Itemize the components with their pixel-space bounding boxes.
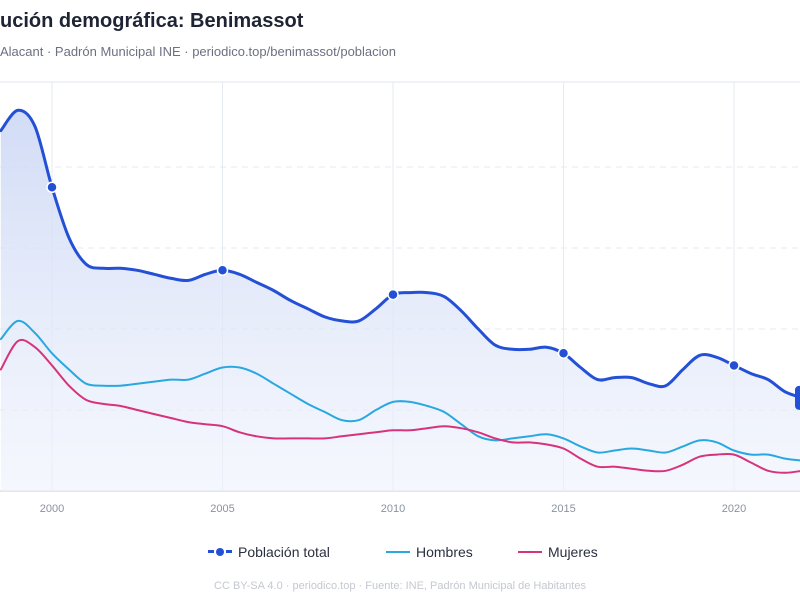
legend-swatch-mujeres xyxy=(518,546,542,558)
legend-item-hombres[interactable]: Hombres xyxy=(386,544,473,560)
legend-item-total[interactable]: Población total xyxy=(208,544,330,560)
x-tick-label-2000: 2000 xyxy=(40,503,64,515)
legend: Población total Hombres Mujeres xyxy=(0,544,800,564)
series-lines xyxy=(0,108,800,474)
legend-label-hombres: Hombres xyxy=(416,544,473,560)
marker-total-2010[interactable] xyxy=(387,288,399,301)
marker-total-2015[interactable] xyxy=(557,347,570,360)
area-total xyxy=(0,110,800,491)
x-tick-label-2010: 2010 xyxy=(381,503,405,515)
legend-swatch-hombres xyxy=(386,546,410,558)
marker-total-2005[interactable] xyxy=(216,264,229,277)
series-line-mujeres[interactable] xyxy=(0,338,800,474)
x-tick-label-2020: 2020 xyxy=(722,503,746,515)
legend-item-mujeres[interactable]: Mujeres xyxy=(518,544,598,560)
x-tick-label-2015: 2015 xyxy=(551,503,575,515)
x-axis-ticks: 2000 2005 2010 2015 2020 xyxy=(40,503,746,515)
markers xyxy=(46,181,800,410)
legend-label-total: Población total xyxy=(238,544,330,560)
series-line-total[interactable] xyxy=(0,108,800,399)
marker-total-2020[interactable] xyxy=(728,359,740,372)
legend-swatch-total xyxy=(208,546,232,558)
chart-title: ución demográfica: Benimassot xyxy=(0,10,304,32)
series-line-hombres[interactable] xyxy=(0,319,800,462)
legend-label-mujeres: Mujeres xyxy=(548,544,598,560)
footer-credits: CC BY-SA 4.0 · periodico.top · Fuente: I… xyxy=(214,580,586,592)
total-area xyxy=(0,110,800,491)
x-tick-label-2005: 2005 xyxy=(210,503,234,515)
chart-subtitle: Alacant · Padrón Municipal INE · periodi… xyxy=(0,44,396,59)
end-value-badge xyxy=(795,385,800,410)
marker-total-2000[interactable] xyxy=(46,181,58,193)
